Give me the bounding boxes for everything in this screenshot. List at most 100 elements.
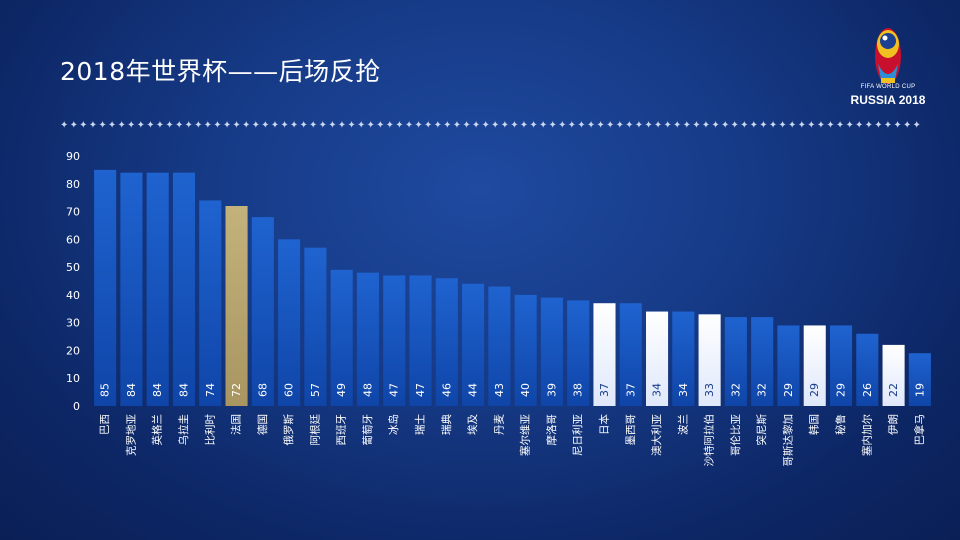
x-tick-label: 克罗地亚 [124, 414, 137, 456]
bar [383, 275, 406, 406]
data-label: 34 [651, 383, 664, 397]
data-label: 49 [335, 383, 348, 397]
data-label: 43 [493, 383, 506, 397]
data-label: 34 [677, 383, 690, 397]
bar [698, 314, 721, 406]
bar [330, 269, 353, 406]
x-tick-label: 秘鲁 [834, 414, 847, 435]
x-tick-label: 英格兰 [151, 414, 164, 446]
logo-line2: RUSSIA 2018 [850, 93, 926, 107]
logo-line1: FIFA WORLD CUP [860, 84, 916, 90]
bar [120, 172, 143, 406]
data-label: 26 [861, 383, 874, 397]
x-tick-label: 冰岛 [387, 414, 400, 435]
y-tick-label: 50 [66, 261, 80, 274]
x-tick-label: 俄罗斯 [282, 414, 295, 446]
bar [724, 317, 747, 406]
bar [856, 333, 879, 406]
data-label: 33 [703, 383, 716, 397]
data-label: 85 [99, 383, 112, 397]
x-tick-label: 塞内加尔 [860, 414, 873, 456]
bar [225, 206, 248, 406]
bar [94, 169, 117, 406]
bar [829, 325, 853, 406]
bar [777, 325, 800, 406]
data-label: 22 [887, 383, 900, 397]
bar [803, 325, 826, 406]
x-tick-label: 丹麦 [493, 414, 505, 435]
bar [462, 283, 485, 406]
y-tick-label: 70 [66, 206, 80, 219]
data-label: 32 [729, 383, 742, 397]
x-tick-label: 伊朗 [888, 414, 900, 435]
trophy-emblem-icon [875, 28, 901, 84]
data-label: 84 [151, 383, 164, 397]
data-label: 39 [545, 383, 558, 397]
world-cup-logo: FIFA WORLD CUP RUSSIA 2018 [838, 14, 938, 114]
data-label: 57 [309, 383, 322, 397]
x-tick-label: 瑞士 [414, 414, 427, 435]
x-tick-label: 波兰 [676, 414, 689, 435]
bar [409, 275, 432, 406]
data-label: 37 [598, 383, 611, 397]
bar [488, 286, 511, 406]
x-tick-label: 墨西哥 [625, 414, 637, 446]
bar [199, 200, 222, 406]
x-tick-label: 澳大利亚 [650, 414, 663, 456]
data-label: 40 [519, 383, 532, 397]
bar [619, 303, 642, 406]
y-tick-label: 60 [66, 233, 80, 246]
x-tick-label: 日本 [597, 414, 610, 435]
bar [751, 317, 774, 406]
data-label: 44 [467, 383, 480, 397]
bar [146, 172, 169, 406]
x-tick-label: 哥伦比亚 [729, 414, 742, 456]
bar [593, 303, 616, 406]
data-label: 48 [361, 383, 374, 397]
y-tick-label: 10 [66, 372, 80, 385]
x-tick-label: 乌拉圭 [177, 414, 190, 446]
x-tick-label: 巴西 [99, 414, 111, 435]
bar [646, 311, 669, 406]
star-divider: ✦✦✦✦✦✦✦✦✦✦✦✦✦✦✦✦✦✦✦✦✦✦✦✦✦✦✦✦✦✦✦✦✦✦✦✦✦✦✦✦… [60, 120, 923, 131]
bar [540, 297, 563, 406]
data-label: 32 [756, 383, 769, 397]
x-axis-labels: 巴西 克罗地亚 英格兰 乌拉圭 比利时 法国 德国 俄罗斯 阿根廷 西班牙 葡萄牙 冰岛 瑞士 瑞典 埃及丹… [99, 414, 926, 467]
data-label: 19 [913, 383, 926, 397]
y-tick-label: 90 [66, 150, 80, 163]
y-tick-label: 30 [66, 317, 80, 330]
data-label: 38 [572, 383, 585, 397]
bar [672, 311, 695, 406]
bar [278, 239, 301, 406]
y-tick-label: 40 [66, 289, 80, 302]
bar [251, 217, 274, 406]
x-tick-label: 塞尔维亚 [519, 414, 532, 456]
data-label: 37 [624, 383, 637, 397]
x-tick-label: 阿根廷 [308, 414, 321, 446]
x-tick-label: 法国 [230, 414, 243, 435]
x-tick-label: 西班牙 [336, 414, 348, 446]
data-label: 84 [177, 383, 190, 397]
y-tick-label: 0 [73, 400, 80, 413]
x-tick-label: 埃及 [466, 414, 479, 435]
bar [435, 278, 458, 406]
slide-title: 2018年世界杯——后场反抢 [60, 57, 381, 86]
x-tick-label: 韩国 [808, 414, 821, 435]
y-tick-label: 20 [66, 344, 80, 357]
bar [356, 272, 379, 406]
x-tick-label: 突尼斯 [755, 414, 768, 446]
bar [172, 172, 196, 406]
data-label: 68 [256, 383, 269, 397]
bar [514, 294, 537, 406]
x-tick-label: 瑞典 [440, 414, 453, 435]
x-tick-label: 沙特阿拉伯 [703, 414, 716, 467]
x-tick-label: 葡萄牙 [361, 414, 374, 446]
bar [304, 247, 327, 406]
bars: 85 84 84 84 74 72 68 60 57 49 48 47 47 46 44 43 40 39 38 37… [94, 169, 931, 406]
bar [882, 344, 905, 406]
data-label: 46 [440, 383, 453, 397]
x-tick-label: 摩洛哥 [545, 414, 558, 446]
bar [908, 353, 931, 406]
x-tick-label: 德国 [256, 414, 269, 435]
data-label: 47 [388, 383, 401, 397]
